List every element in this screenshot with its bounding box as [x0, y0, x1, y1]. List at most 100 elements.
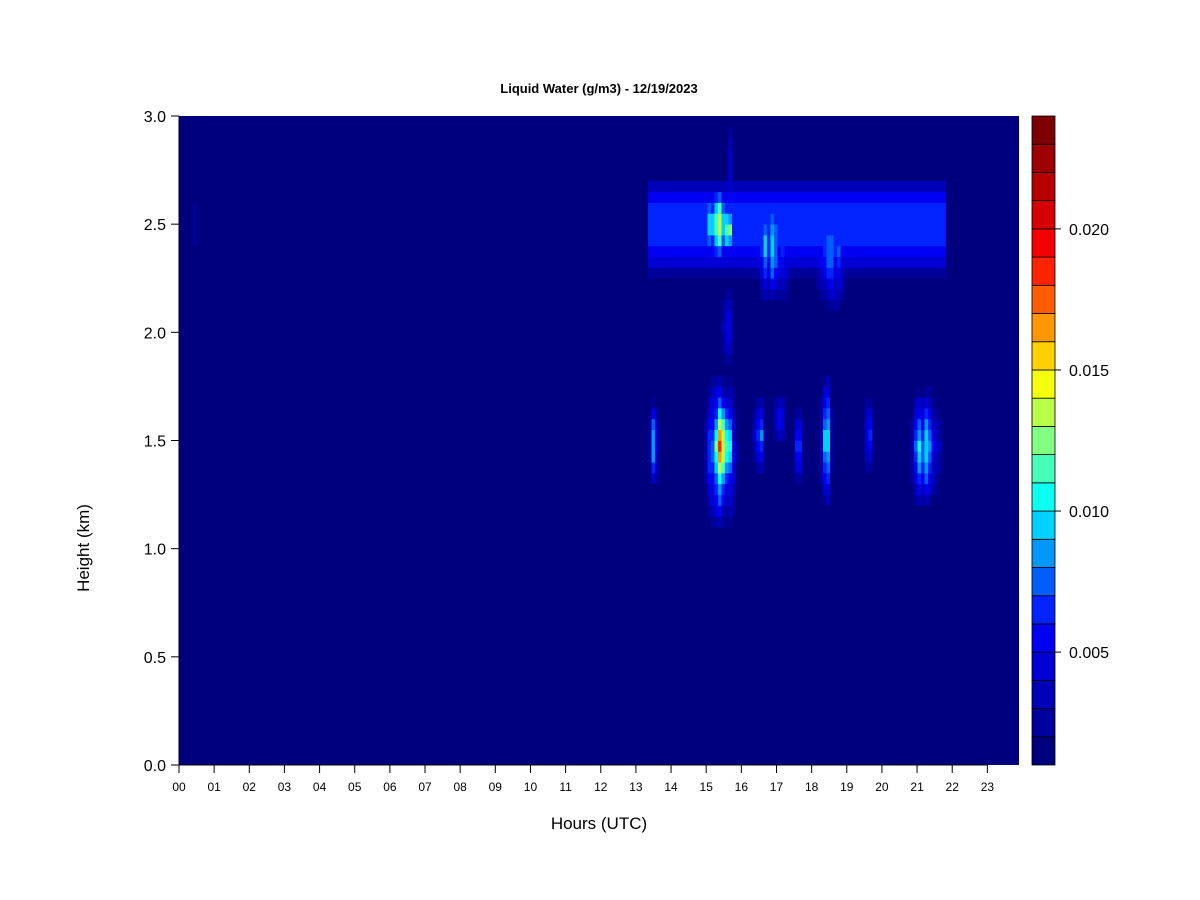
- heatmap-cell: [917, 494, 922, 506]
- heatmap-cell: [721, 494, 726, 506]
- heatmap-cell: [718, 375, 722, 387]
- heatmap-cell: [812, 267, 817, 279]
- heatmap-cell: [679, 224, 684, 236]
- heatmap-cell: [777, 429, 782, 441]
- heatmap-cell: [816, 278, 820, 290]
- heatmap-cell: [875, 202, 880, 214]
- heatmap-cell: [847, 224, 852, 236]
- heatmap-cell: [917, 462, 922, 474]
- heatmap-cell: [676, 234, 680, 247]
- heatmap-cell: [924, 505, 929, 517]
- heatmap-cell: [770, 224, 775, 236]
- heatmap-cell: [819, 386, 824, 398]
- heatmap-cell: [732, 213, 736, 225]
- heatmap-cell: [942, 245, 946, 258]
- heatmap-cell: [851, 267, 855, 279]
- heatmap-cell: [907, 202, 911, 214]
- x-tick-label: 02: [243, 780, 257, 794]
- heatmap-cell: [798, 440, 803, 452]
- heatmap-cell: [753, 256, 757, 268]
- heatmap-cell: [844, 267, 848, 279]
- heatmap-cell: [847, 267, 852, 279]
- heatmap-cell: [816, 224, 820, 236]
- heatmap-cell: [917, 418, 922, 431]
- heatmap-cell: [658, 202, 663, 214]
- heatmap-cell: [833, 213, 838, 225]
- heatmap-cell: [781, 440, 785, 452]
- x-tick-label: 11: [559, 780, 572, 794]
- heatmap-cell: [655, 234, 659, 247]
- heatmap-cell: [896, 213, 901, 225]
- heatmap-cell: [704, 505, 708, 517]
- heatmap-cell: [928, 397, 932, 409]
- heatmap-cell: [928, 267, 932, 279]
- heatmap-cell: [879, 213, 883, 225]
- heatmap-cell: [735, 213, 740, 225]
- heatmap-cell: [697, 202, 701, 214]
- heatmap-cell: [767, 234, 771, 247]
- heatmap-cell: [914, 472, 918, 485]
- heatmap-cell: [882, 245, 887, 258]
- heatmap-cell: [756, 224, 761, 236]
- heatmap-cell: [823, 213, 827, 225]
- heatmap-cell: [711, 494, 715, 506]
- heatmap-cell: [784, 267, 789, 279]
- heatmap-cell: [854, 213, 859, 225]
- heatmap-cell: [707, 408, 712, 420]
- heatmap-cell: [802, 451, 806, 463]
- heatmap-cell: [861, 245, 866, 258]
- heatmap-cell: [868, 202, 873, 214]
- heatmap-cell: [791, 202, 796, 214]
- heatmap-cell: [816, 180, 820, 193]
- heatmap-cell: [935, 494, 939, 506]
- heatmap-cell: [648, 191, 652, 203]
- heatmap-cell: [669, 180, 673, 193]
- heatmap-cell: [725, 213, 729, 225]
- heatmap-cell: [847, 202, 852, 214]
- heatmap-cell: [749, 191, 754, 203]
- heatmap-cell: [700, 267, 705, 279]
- heatmap-cell: [798, 245, 803, 258]
- heatmap-cell: [868, 256, 873, 268]
- heatmap-cell: [935, 472, 939, 485]
- heatmap-cell: [781, 289, 785, 301]
- heatmap-cell: [728, 321, 733, 333]
- heatmap-cell: [833, 267, 838, 279]
- heatmap-cell: [935, 256, 939, 268]
- heatmap-cell: [917, 440, 922, 452]
- heatmap-cell: [931, 462, 936, 474]
- heatmap-cell: [707, 267, 712, 279]
- heatmap-cell: [872, 202, 876, 214]
- heatmap-cell: [889, 234, 894, 247]
- heatmap-cell: [921, 180, 925, 193]
- heatmap-cell: [823, 386, 827, 398]
- heatmap-cell: [812, 245, 817, 258]
- heatmap-cell: [868, 180, 873, 193]
- heatmap-cell: [917, 408, 922, 420]
- heatmap-cell: [651, 267, 656, 279]
- heatmap-cell: [735, 429, 740, 441]
- heatmap-cell: [924, 180, 929, 193]
- heatmap-cell: [809, 180, 813, 193]
- heatmap-cell: [655, 408, 659, 420]
- heatmap-cell: [903, 202, 908, 214]
- heatmap-cell: [819, 408, 824, 420]
- heatmap-cell: [763, 418, 768, 431]
- heatmap-cell: [823, 375, 827, 387]
- heatmap-cell: [816, 202, 820, 214]
- heatmap-cell: [889, 202, 894, 214]
- heatmap-cell: [781, 386, 785, 398]
- heatmap-cell: [749, 202, 754, 214]
- heatmap-cell: [798, 397, 803, 409]
- heatmap-cell: [693, 180, 698, 193]
- heatmap-cell: [819, 483, 824, 495]
- heatmap-cell: [781, 224, 785, 236]
- colorbar-level: [1031, 651, 1056, 681]
- heatmap-cell: [942, 256, 946, 268]
- heatmap-cell: [732, 256, 736, 268]
- heatmap-cell: [718, 462, 722, 474]
- heatmap-cell: [809, 267, 813, 279]
- heatmap-cell: [725, 245, 729, 258]
- heatmap-cell: [819, 213, 824, 225]
- heatmap-cell: [767, 180, 771, 193]
